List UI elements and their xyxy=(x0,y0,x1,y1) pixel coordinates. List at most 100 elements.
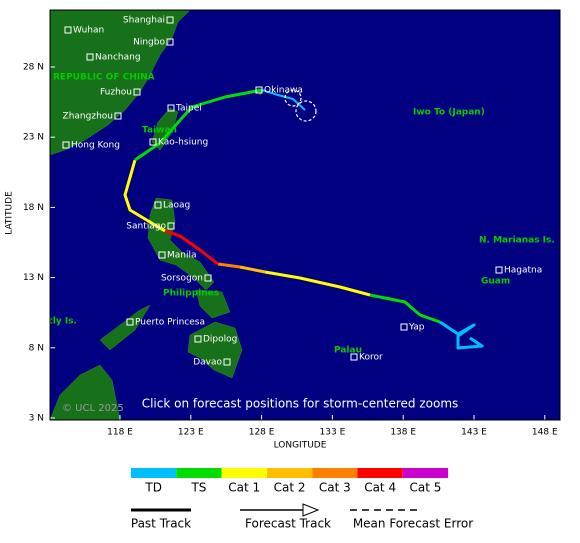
land xyxy=(50,10,264,420)
line-legend-label: Past Track xyxy=(131,517,191,531)
track-cat1-b xyxy=(123,159,166,233)
city-label: Ningbo xyxy=(133,38,165,48)
taiwan-island xyxy=(151,107,179,151)
city-label: Hagatna xyxy=(504,266,542,276)
track-cat3 xyxy=(217,262,241,269)
x-tick-label: 138 E xyxy=(390,428,416,438)
city-label: Hong Kong xyxy=(71,141,120,151)
y-tick-label: 23 N xyxy=(23,133,44,143)
x-tick-label: 143 E xyxy=(461,428,487,438)
x-tick-label: 118 E xyxy=(107,428,133,438)
legend-swatch xyxy=(176,468,222,478)
city-marker xyxy=(166,38,174,46)
city-marker xyxy=(255,86,263,94)
track-ts-b xyxy=(134,88,263,162)
legend-label: Cat 4 xyxy=(364,481,396,495)
city-marker xyxy=(167,222,175,230)
city-label: Wuhan xyxy=(73,26,104,36)
city-marker xyxy=(64,26,72,34)
y-tick-label: 8 N xyxy=(29,343,44,353)
y-tick-label: 13 N xyxy=(23,273,44,283)
storm-track xyxy=(123,88,484,350)
city-marker xyxy=(133,88,141,96)
region-label: Philippines xyxy=(163,289,219,299)
city-label: Davao xyxy=(193,358,222,368)
x-axis-label: LONGITUDE xyxy=(274,441,327,451)
legend-swatch xyxy=(221,468,267,478)
x-tick-label: 133 E xyxy=(320,428,346,438)
y-tick-label: 28 N xyxy=(23,63,44,73)
region-label: REPUBLIC OF CHINA xyxy=(53,73,155,83)
city-marker xyxy=(400,323,408,331)
city-marker xyxy=(114,112,122,120)
city-marker xyxy=(166,16,174,24)
city-marker xyxy=(223,358,231,366)
city-label: Santiago xyxy=(126,222,166,232)
track-cat2 xyxy=(239,265,266,274)
cities: Wuhan Shanghai Ningbo Nanchang Fuzhou Taipei Z… xyxy=(25,16,555,368)
city-label: Shanghai xyxy=(123,16,165,26)
city-marker xyxy=(194,335,202,343)
line-legend-label: Mean Forecast Error xyxy=(353,517,473,531)
y-tick-label: 18 N xyxy=(23,203,44,213)
x-tick-label: 148 E xyxy=(532,428,558,438)
notice: Click on forecast positions for storm-ce… xyxy=(142,397,459,411)
city-marker xyxy=(167,104,175,112)
city-label: Nanchang xyxy=(95,53,141,63)
legend-label: Cat 3 xyxy=(319,481,351,495)
track-cat4 xyxy=(164,229,219,266)
arrowhead xyxy=(302,503,320,517)
palawan xyxy=(99,304,151,351)
city-marker xyxy=(149,138,157,146)
city-label: Kao-hsiung xyxy=(158,138,208,148)
track-cat1 xyxy=(264,270,371,297)
map-frame xyxy=(49,9,561,421)
city-label: Fuzhou xyxy=(100,88,132,98)
legend-swatch xyxy=(357,468,403,478)
y-axis-label: LATITUDE xyxy=(5,191,15,235)
legend-label: Cat 1 xyxy=(228,481,260,495)
city-label: Zhangzhou xyxy=(63,112,113,122)
legend-swatch xyxy=(131,468,177,478)
city-label: Taipei xyxy=(175,104,202,114)
legend-swatch xyxy=(402,468,449,478)
borneo xyxy=(50,364,121,420)
city-marker xyxy=(86,53,94,61)
legend-label: Cat 2 xyxy=(274,481,306,495)
legend-swatch xyxy=(266,468,313,478)
legend-lines xyxy=(131,503,420,517)
region-label: N. Marianas Is. xyxy=(479,236,555,246)
copyright: © UCL 2025 xyxy=(62,403,124,414)
legend-label: TD xyxy=(144,481,162,495)
forecast-error[interactable] xyxy=(295,100,317,122)
city-label: Sorsogon xyxy=(161,274,203,284)
line-legend-label: Forecast Track xyxy=(245,517,331,531)
city-marker xyxy=(154,201,162,209)
city-marker xyxy=(495,266,503,274)
region-label: Guam xyxy=(481,277,510,287)
city-label: Koror xyxy=(359,353,383,363)
city-label: Laoag xyxy=(163,201,190,211)
city-marker xyxy=(62,141,70,149)
city-marker xyxy=(126,318,134,326)
city-marker xyxy=(158,251,166,259)
legend-label: TS xyxy=(190,481,206,495)
x-tick-label: 128 E xyxy=(249,428,275,438)
city-label: Yap xyxy=(408,323,425,333)
city-marker xyxy=(350,353,358,361)
city-label: Dipolog xyxy=(203,335,237,345)
x-tick-label: 123 E xyxy=(178,428,204,438)
legend-swatch xyxy=(312,468,358,478)
region-label: Spratly Is. xyxy=(25,317,77,327)
visayas xyxy=(195,289,231,319)
forecast-error[interactable] xyxy=(284,89,302,107)
city-label: Puerto Princesa xyxy=(135,318,205,328)
track-ts xyxy=(369,293,441,324)
city-marker xyxy=(204,274,212,282)
region-label: Palau xyxy=(334,346,362,356)
region-label: Iwo To (Japan) xyxy=(413,108,485,118)
legend-label: Cat 5 xyxy=(410,481,442,495)
city-label: Okinawa xyxy=(264,86,303,96)
y-tick-label: 3 N xyxy=(29,414,44,424)
